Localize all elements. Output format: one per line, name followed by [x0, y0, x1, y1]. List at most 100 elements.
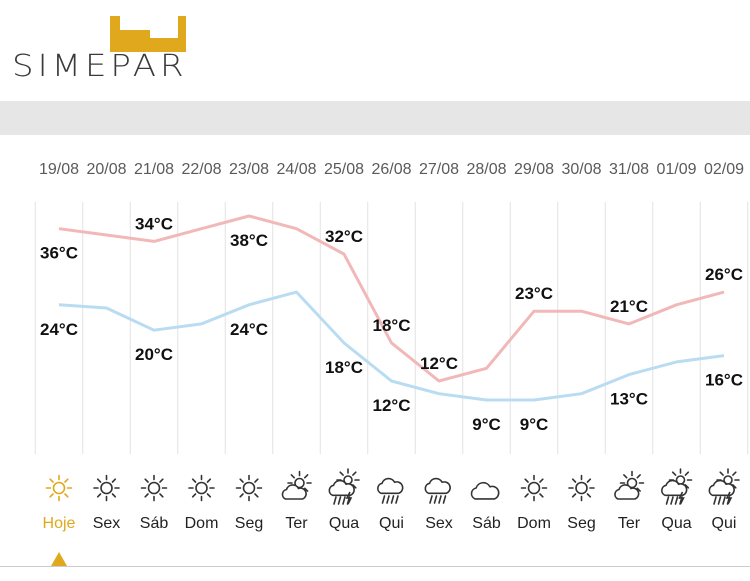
rain-drop [390, 495, 395, 504]
day-label[interactable]: Sex [425, 515, 453, 532]
sun-ray [571, 478, 577, 483]
day-label[interactable]: Hoje [43, 515, 76, 532]
sun-ray [159, 493, 164, 498]
sun-ray [191, 478, 197, 483]
sun-ray [732, 484, 737, 489]
max-temp-label: 12°C [420, 354, 458, 373]
date-label: 27/08 [419, 161, 459, 178]
sun-disc [575, 481, 588, 495]
rain-drop [665, 496, 670, 505]
cloud-icon [470, 481, 500, 500]
logo-text: SIMEPAR [12, 48, 188, 84]
sun-ray [303, 487, 309, 492]
date-axis: 19/08 20/08 21/08 22/08 23/08 24/08 25/08 26/08… [39, 161, 744, 178]
sun-ray [352, 471, 357, 476]
rain-drop [438, 495, 442, 504]
day-label[interactable]: Qua [329, 515, 359, 532]
min-temp-label: 12°C [373, 396, 411, 415]
bolt [345, 491, 353, 505]
day-label[interactable]: Sex [93, 515, 121, 532]
date-label: 24/08 [276, 161, 316, 178]
max-temp-label: 32°C [325, 227, 363, 246]
date-label: 02/09 [704, 161, 744, 178]
sun-disc [100, 481, 113, 495]
rain-drop [386, 495, 390, 504]
header: SIMEPAR [0, 0, 750, 100]
day-label[interactable]: Sáb [472, 515, 501, 532]
sun-ray [111, 478, 117, 483]
chart-grid [34, 202, 749, 454]
max-temp-label: 36°C [40, 244, 78, 263]
rain-drop [674, 496, 679, 505]
day-label[interactable]: Ter [618, 515, 641, 532]
sun-ray [524, 493, 529, 498]
sun-ray [339, 471, 344, 476]
sun-ray [539, 493, 544, 498]
sun-ray [623, 474, 628, 479]
rain-thunder-icon [708, 468, 740, 505]
sun-ray [64, 493, 69, 498]
max-temp-label: 18°C [373, 316, 411, 335]
rain-drop [342, 496, 346, 505]
min-temp-label: 13°C [610, 390, 648, 409]
date-label: 26/08 [371, 161, 411, 178]
day-label[interactable]: Dom [185, 515, 219, 532]
rain-drop [670, 496, 674, 505]
day-label[interactable]: Seg [567, 515, 595, 532]
day-label[interactable]: Sáb [140, 515, 169, 532]
sun-ray [684, 471, 690, 476]
sun-ray [64, 478, 69, 483]
day-label[interactable]: Ter [285, 515, 308, 532]
day-label[interactable]: Seg [235, 515, 263, 532]
max-temp-label: 26°C [705, 265, 743, 284]
min-temp-label: 24°C [230, 320, 268, 339]
sun-ray [254, 493, 259, 498]
sun-icon [235, 474, 263, 502]
bolt [725, 491, 733, 505]
min-temp-label: 20°C [135, 345, 173, 364]
day-label[interactable]: Qui [712, 515, 737, 532]
day-label[interactable]: Qui [379, 515, 404, 532]
date-label: 19/08 [39, 161, 79, 178]
sun-icon [520, 474, 548, 502]
max-temperature-line [58, 214, 725, 383]
day-label[interactable]: Dom [517, 515, 551, 532]
day-strip: Hoje Sex Sáb Dom Seg Ter Qua Qui Sex Sáb Dom Seg Ter… [43, 468, 740, 566]
day-label[interactable]: Qua [661, 515, 691, 532]
sun-ray [524, 478, 529, 483]
date-label: 31/08 [609, 161, 649, 178]
date-label: 01/09 [656, 161, 696, 178]
min-temperature-line [58, 290, 725, 402]
date-label: 22/08 [181, 161, 221, 178]
cloud-shape [377, 477, 404, 495]
sun-ray [636, 487, 641, 492]
sun-ray [719, 471, 724, 476]
toolbar-band [0, 101, 750, 135]
sun-ray [111, 493, 117, 498]
rain-icon [424, 477, 451, 504]
sun-icon [93, 474, 120, 502]
simepar-logo[interactable]: SIMEPAR [10, 16, 186, 84]
cloud-shape [424, 477, 451, 495]
sun-ray [352, 484, 357, 489]
date-label: 29/08 [514, 161, 554, 178]
rain-drop [333, 496, 337, 505]
sun-icon [188, 474, 215, 502]
cloud-shape [708, 479, 735, 497]
cloud-shape [328, 479, 355, 497]
partly-cloudy-icon [281, 470, 312, 500]
cloud-shape [614, 484, 640, 500]
date-label: 21/08 [134, 161, 174, 178]
partly-cloudy-icon [614, 470, 645, 500]
sun-ray [144, 478, 149, 483]
sun-ray [586, 478, 592, 483]
bottom-bar [0, 566, 750, 581]
rain-drop [395, 495, 399, 504]
date-label: 23/08 [229, 161, 269, 178]
sun-ray [732, 471, 737, 476]
date-label: 28/08 [466, 161, 506, 178]
sun-ray [671, 471, 677, 476]
cloud-shape [661, 479, 688, 497]
min-temp-label: 9°C [472, 415, 501, 434]
max-temp-label: 38°C [230, 231, 268, 250]
